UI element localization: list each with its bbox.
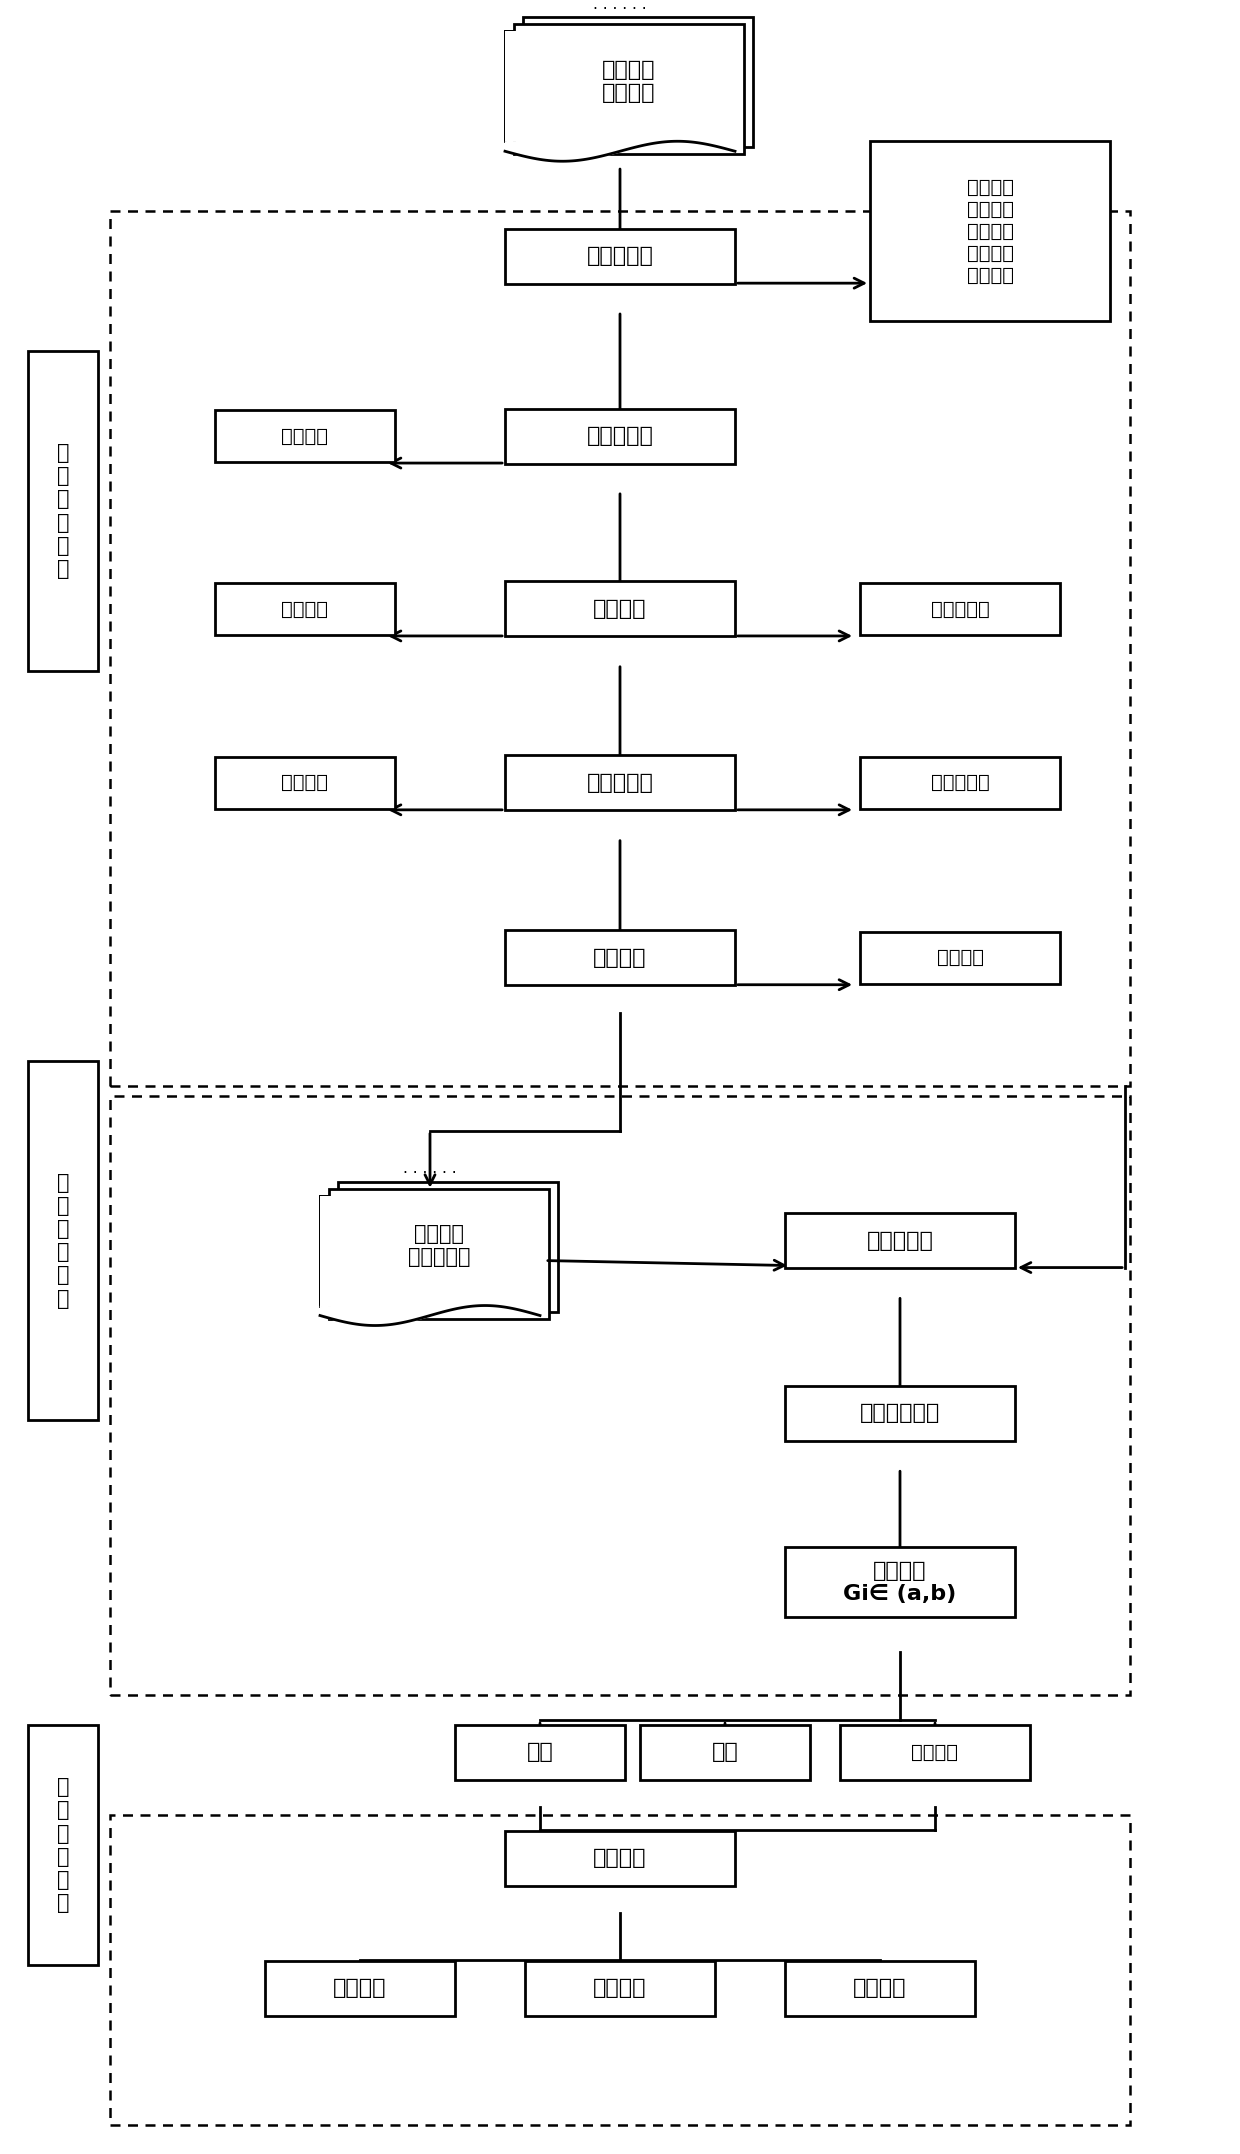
Bar	[455, 1725, 625, 1779]
Bar	[505, 409, 735, 463]
Bar	[861, 933, 1060, 984]
Text: 特征选择: 特征选择	[593, 599, 647, 618]
Bar	[29, 1060, 98, 1419]
Text: 耕
地
变
化
检
测: 耕 地 变 化 检 测	[57, 1777, 69, 1913]
Text: 林地: 林地	[527, 1743, 553, 1762]
Bar	[640, 1725, 810, 1779]
Text: 多尺度分割: 多尺度分割	[587, 426, 653, 446]
Text: 最近邻分类: 最近邻分类	[931, 773, 990, 793]
Text: 数据预处理: 数据预处理	[587, 246, 653, 267]
Bar	[505, 931, 735, 984]
Text: 撂荒耕地: 撂荒耕地	[853, 1977, 906, 1999]
Bar	[265, 1960, 455, 2016]
Text: 混合像元分解: 混合像元分解	[859, 1404, 940, 1424]
Text: 端元丰度
Gi∈ (a,b): 端元丰度 Gi∈ (a,b)	[843, 1562, 956, 1605]
Bar	[870, 142, 1110, 321]
Text: 混
合
光
谱
分
析: 混 合 光 谱 分 析	[57, 1172, 69, 1310]
Bar	[110, 1096, 1130, 1695]
Bar	[515, 24, 744, 155]
Bar	[110, 211, 1130, 1086]
Bar	[861, 584, 1060, 635]
Bar	[861, 756, 1060, 810]
Bar	[29, 351, 98, 670]
Text: 支持向量机: 支持向量机	[931, 599, 990, 618]
Bar	[339, 1183, 558, 1312]
Bar	[505, 32, 735, 142]
Text: 退耕耕地: 退耕耕地	[593, 1977, 647, 1999]
Text: 林草混染: 林草混染	[911, 1743, 959, 1762]
Text: 几何特征: 几何特征	[281, 599, 329, 618]
Bar	[215, 409, 396, 463]
Bar	[505, 1831, 735, 1885]
Bar	[505, 228, 735, 284]
Text: 辐射定标
大气校正
影像融合
几何校正
影像裁剪: 辐射定标 大气校正 影像融合 几何校正 影像裁剪	[966, 177, 1013, 284]
Bar	[785, 1385, 1016, 1441]
Bar	[525, 1960, 715, 2016]
Text: 光谱特征: 光谱特征	[281, 426, 329, 446]
Text: 多层次分类: 多层次分类	[587, 773, 653, 793]
Bar	[523, 17, 753, 146]
Text: 草地: 草地	[712, 1743, 738, 1762]
Bar	[785, 1960, 975, 2016]
Text: · · · · · ·: · · · · · ·	[593, 2, 647, 17]
Text: 多年同期
遥感影像: 多年同期 遥感影像	[603, 60, 656, 103]
Bar	[785, 1213, 1016, 1269]
Text: 叠量分析: 叠量分析	[593, 1848, 647, 1868]
Text: · · · · · ·: · · · · · ·	[403, 1165, 456, 1180]
Text: 对
象
图
谱
构
建: 对 象 图 谱 构 建	[57, 444, 69, 579]
Bar	[505, 756, 735, 810]
Text: 主成分分析: 主成分分析	[867, 1230, 934, 1251]
Bar	[110, 1816, 1130, 2126]
Bar	[839, 1725, 1030, 1779]
Text: 新增耕地: 新增耕地	[334, 1977, 387, 1999]
Bar	[320, 1195, 539, 1305]
Bar	[785, 1547, 1016, 1618]
Bar	[215, 584, 396, 635]
Text: 随机森林: 随机森林	[936, 948, 983, 967]
Bar	[215, 756, 396, 810]
Bar	[329, 1189, 549, 1318]
Bar	[505, 582, 735, 635]
Text: 纹理特征: 纹理特征	[281, 773, 329, 793]
Text: 多年土地
覆盖组合图: 多年土地 覆盖组合图	[408, 1223, 470, 1267]
Bar	[29, 1725, 98, 1964]
Text: 精度评价: 精度评价	[593, 948, 647, 967]
